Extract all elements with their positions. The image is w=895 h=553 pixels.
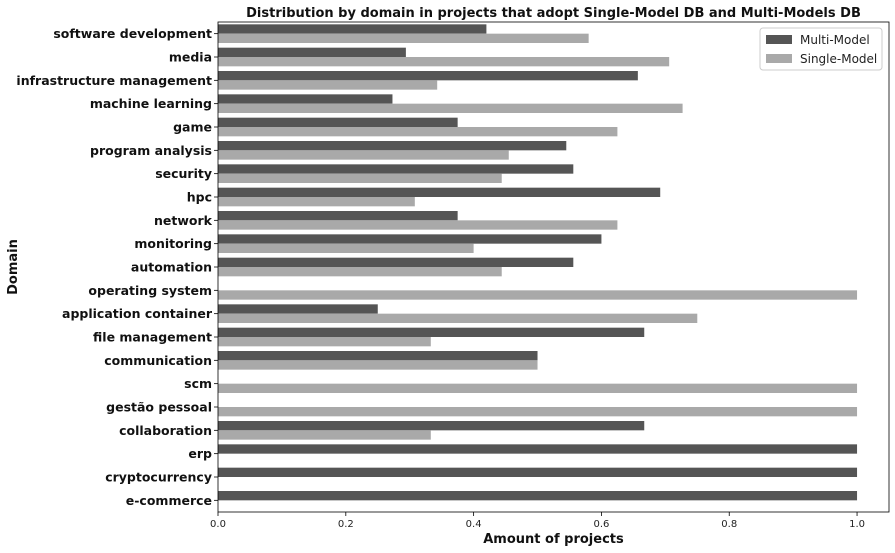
bar-multi-model xyxy=(218,351,538,361)
bar-single-model xyxy=(218,360,538,370)
x-axis-label: Amount of projects xyxy=(483,532,624,547)
bar-single-model xyxy=(218,267,502,277)
bar-multi-model xyxy=(218,467,858,477)
chart-title: Distribution by domain in projects that … xyxy=(246,6,861,21)
plot-frame xyxy=(217,21,890,513)
bars-group xyxy=(218,24,858,501)
category-label: e-commerce xyxy=(126,493,212,508)
bar-multi-model xyxy=(218,304,378,314)
bar-single-model xyxy=(218,103,683,113)
bar-multi-model xyxy=(218,327,645,337)
bar-single-model xyxy=(218,220,618,230)
bar-single-model xyxy=(218,407,858,417)
x-tick-label: 0.6 xyxy=(593,519,609,530)
bar-single-model xyxy=(218,430,431,440)
category-label: communication xyxy=(104,353,212,368)
bar-multi-model xyxy=(218,234,602,244)
category-label: monitoring xyxy=(134,236,212,251)
category-label: automation xyxy=(131,260,212,275)
bar-multi-model xyxy=(218,24,487,34)
x-tick-label: 1.0 xyxy=(849,519,865,530)
x-tick-label: 0.2 xyxy=(338,519,354,530)
bar-multi-model xyxy=(218,164,574,174)
category-label: security xyxy=(155,166,212,181)
bar-multi-model xyxy=(218,187,661,197)
bar-multi-model xyxy=(218,211,458,221)
category-label: infrastructure management xyxy=(16,73,212,88)
legend-swatch xyxy=(766,35,792,44)
x-tick-label: 0.0 xyxy=(210,519,226,530)
category-label: media xyxy=(169,50,212,65)
bar-single-model xyxy=(218,127,618,137)
category-label: gestão pessoal xyxy=(106,400,212,415)
bar-multi-model xyxy=(218,257,574,267)
bar-multi-model xyxy=(218,141,567,151)
bar-multi-model xyxy=(218,47,406,57)
bar-single-model xyxy=(218,197,415,207)
category-label: collaboration xyxy=(119,423,212,438)
legend-label: Single-Model xyxy=(800,52,877,66)
category-label: cryptocurrency xyxy=(105,470,212,485)
category-label: erp xyxy=(188,446,212,461)
bar-single-model xyxy=(218,337,431,347)
category-label: program analysis xyxy=(90,143,212,158)
category-label: machine learning xyxy=(90,96,212,111)
bar-multi-model xyxy=(218,444,858,454)
category-labels: software development media infrastructure … xyxy=(16,26,218,508)
x-tick-label: 0.4 xyxy=(466,519,482,530)
category-label: file management xyxy=(93,330,212,345)
x-axis: 0.0 0.2 0.4 0.6 0.8 1.0 xyxy=(210,512,865,530)
legend-swatch xyxy=(766,54,792,63)
bar-single-model xyxy=(218,290,858,300)
category-label: scm xyxy=(184,376,212,391)
bar-multi-model xyxy=(218,94,393,104)
bar-multi-model xyxy=(218,117,458,127)
y-axis-label: Domain xyxy=(6,239,21,295)
bar-single-model xyxy=(218,33,589,43)
x-tick-label: 0.8 xyxy=(721,519,737,530)
category-label: hpc xyxy=(187,190,212,205)
bar-multi-model xyxy=(218,71,638,81)
category-label: application container xyxy=(62,306,213,321)
bar-single-model xyxy=(218,173,502,183)
category-label: operating system xyxy=(88,283,212,298)
bar-single-model xyxy=(218,57,670,67)
bar-multi-model xyxy=(218,491,858,501)
bar-single-model xyxy=(218,243,474,253)
legend: Multi-Model Single-Model xyxy=(759,27,883,71)
category-label: game xyxy=(173,120,212,135)
category-label: network xyxy=(154,213,213,228)
category-label: software development xyxy=(53,26,212,41)
bar-single-model xyxy=(218,313,698,323)
legend-label: Multi-Model xyxy=(800,33,870,47)
bar-single-model xyxy=(218,383,858,393)
bar-single-model xyxy=(218,150,509,160)
bar-multi-model xyxy=(218,421,645,431)
bar-single-model xyxy=(218,80,438,90)
